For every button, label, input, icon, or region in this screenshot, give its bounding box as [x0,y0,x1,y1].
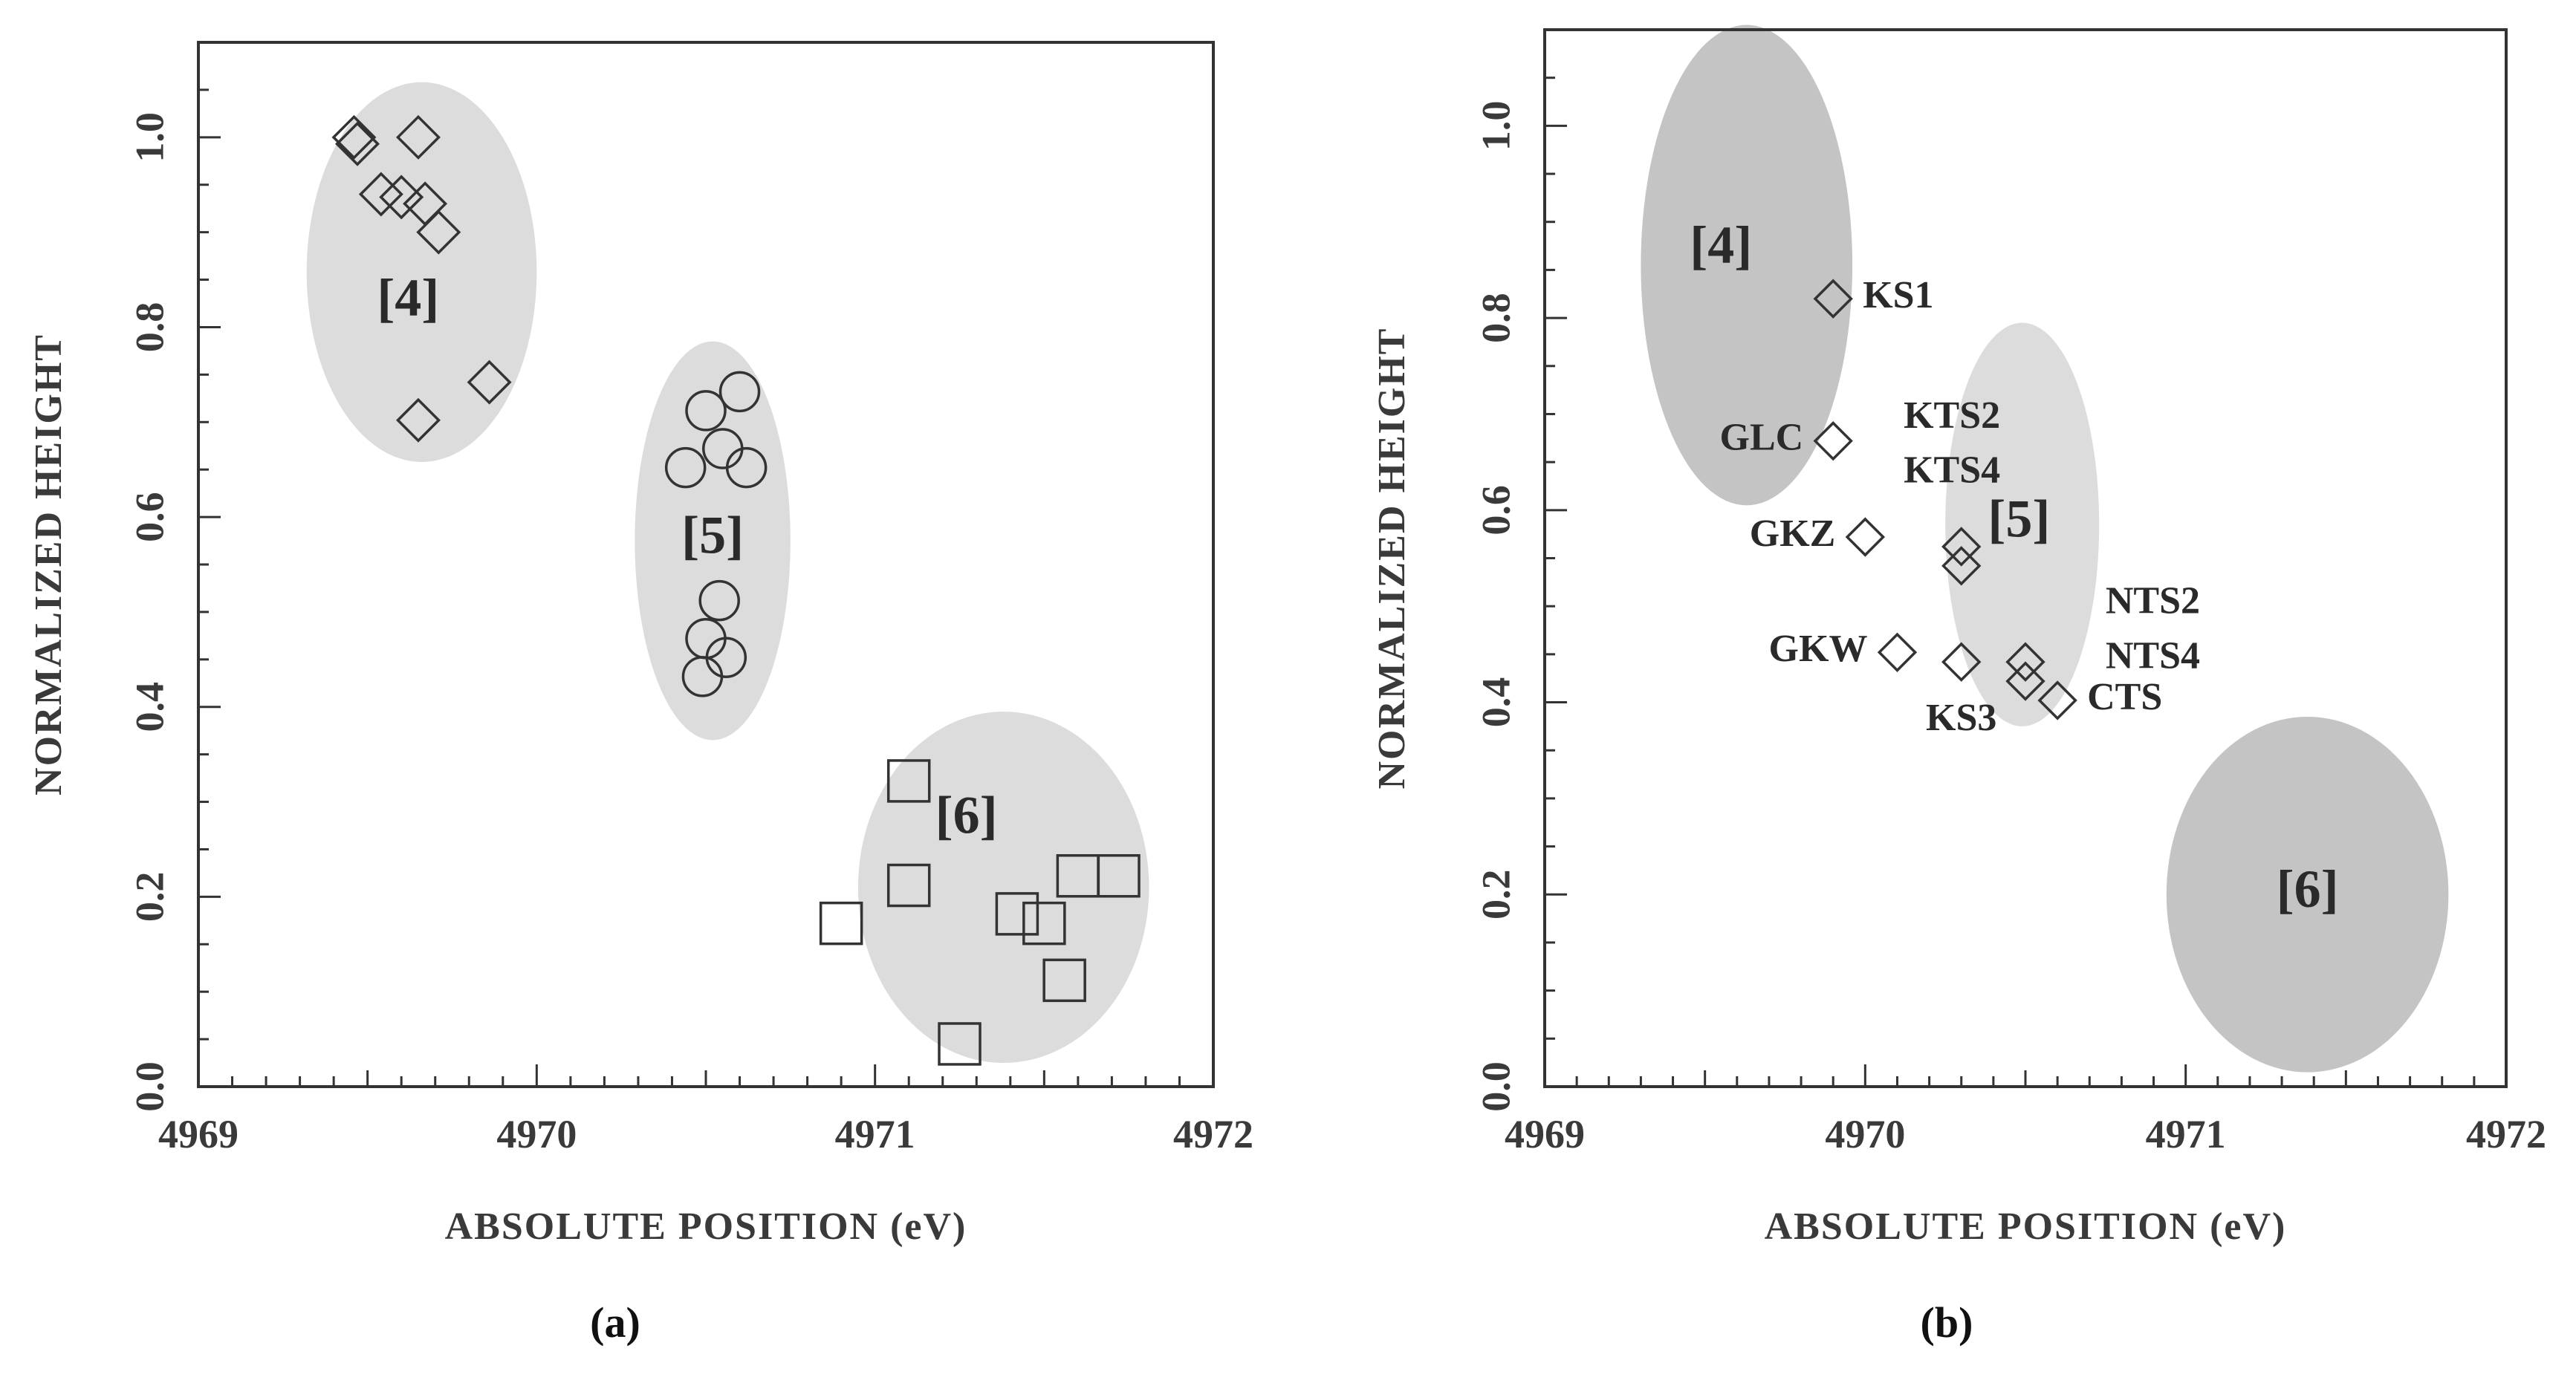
diamond-marker [467,359,512,405]
region-label: [6] [2277,859,2339,919]
y-tick-label: 0.4 [127,682,172,732]
diamond-marker [1845,517,1886,557]
x-tick-label: 4969 [158,1112,239,1156]
region-ellipse-4 [306,82,537,462]
diamond-marker [1813,279,1853,319]
circle-marker [718,371,761,413]
square-marker [1022,901,1066,946]
region-label: [4] [377,268,439,328]
diamond-marker [1877,632,1918,672]
square-marker [886,863,931,908]
x-tick-label: 4971 [835,1112,915,1156]
diamond-marker [335,121,380,166]
circle-marker [698,579,740,622]
region-label: [5] [1988,489,2050,549]
square-marker [1097,853,1141,898]
circle-marker [725,446,768,489]
point-label: CTS [2087,676,2162,718]
circle-marker [685,390,727,432]
point-label: GKZ [1750,512,1836,555]
point-label: KTS2 [1904,394,2000,437]
region-ellipse-5 [635,341,791,741]
y-tick-label: 0.4 [1473,677,1518,728]
y-axis-title: NORMALIZED HEIGHT [1371,328,1413,790]
square-marker [1042,958,1086,1003]
diamond-marker [358,172,403,217]
diamond-marker [395,397,441,443]
square-marker [819,901,863,946]
x-tick-label: 4970 [1825,1112,1905,1156]
x-tick-label: 4970 [496,1112,577,1156]
diamond-marker [2037,680,2077,720]
region-ellipse-6 [2166,716,2449,1073]
x-tick-label: 4972 [1173,1112,1253,1156]
diamond-marker [416,209,461,255]
region-ellipse-4 [1641,25,1853,506]
square-marker [886,759,931,803]
x-axis-title: ABSOLUTE POSITION (eV) [445,1205,967,1248]
point-label: KS3 [1926,697,1996,739]
point-label: NTS4 [2106,634,2200,677]
diamond-marker [2005,661,2045,701]
square-marker [938,1022,982,1066]
y-tick-label: 0.6 [127,492,172,542]
x-tick-label: 4972 [2466,1112,2546,1156]
x-axis-title: ABSOLUTE POSITION (eV) [1765,1205,2287,1248]
y-tick-label: 1.0 [127,112,172,163]
panel-label: (b) [1921,1298,1973,1347]
region-label: [6] [935,786,998,845]
circle-marker [681,656,724,697]
diamond-marker [2005,642,2045,682]
point-label: GLC [1720,417,1804,459]
point-label: GKW [1769,628,1868,670]
point-label: NTS2 [2106,580,2200,622]
y-axis-title: NORMALIZED HEIGHT [27,333,70,795]
diamond-marker [331,114,377,160]
y-tick-label: 1.0 [1473,101,1518,152]
y-tick-label: 0.6 [1473,485,1518,536]
chart-panel-a: 4969 4970 4971 4972 0.0 0.2 0.4 0.6 0.8 1.0 NORMAL… [27,41,1253,1347]
y-tick-label: 0.2 [1473,870,1518,920]
chart-panel-b: 4969 4970 4971 4972 0.0 0.2 0.4 0.6 0.8 1.0 NORMAL… [1371,25,2546,1347]
x-tick-label: 4971 [2146,1112,2226,1156]
y-tick-label: 0.8 [127,302,172,353]
y-tick-label: 0.0 [127,1061,172,1112]
region-label: [5] [681,506,744,565]
point-label: KS1 [1863,274,1933,316]
region-label: [4] [1690,215,1752,275]
diamond-marker [1941,546,1982,586]
diamond-marker [1941,527,1982,567]
diamond-marker [1941,642,1982,682]
diamond-marker [395,114,441,160]
y-tick-label: 0.0 [1473,1061,1518,1112]
y-tick-label: 0.2 [127,872,172,922]
diamond-marker [379,175,424,220]
x-tick-label: 4969 [1505,1112,1585,1156]
point-label: KTS4 [1904,449,2000,492]
y-tick-label: 0.8 [1473,293,1518,343]
diamond-marker [1813,421,1853,461]
region-ellipse-5 [1945,322,2100,726]
panel-label: (a) [590,1298,640,1347]
region-ellipse-6 [857,712,1149,1064]
circle-marker [664,446,707,489]
square-marker [995,892,1039,936]
